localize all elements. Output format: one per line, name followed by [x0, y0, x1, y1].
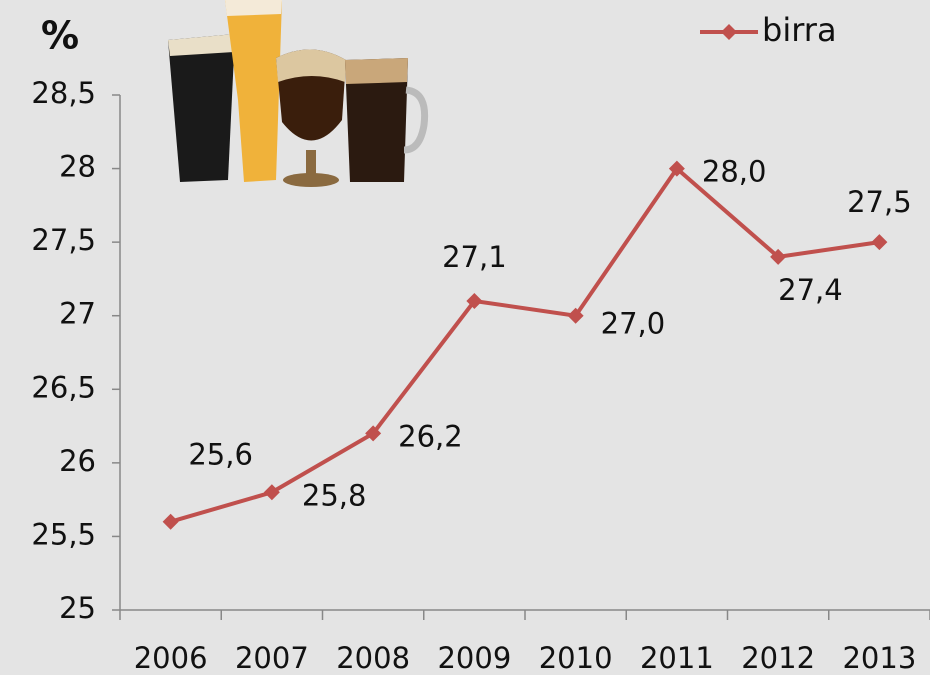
data-point: [365, 425, 382, 442]
data-label: 27,0: [601, 307, 666, 341]
x-tick-label: 2007: [235, 641, 309, 675]
x-tick-label: 2013: [842, 641, 916, 675]
x-tick-label: 2008: [336, 641, 410, 675]
beer-illustration: [168, 0, 429, 187]
data-point: [668, 160, 685, 177]
chart-title: %: [41, 14, 79, 58]
data-point: [871, 234, 888, 251]
legend-label: birra: [762, 11, 837, 49]
data-label: 26,2: [398, 419, 463, 453]
x-tick-label: 2012: [741, 641, 815, 675]
x-tick-label: 2006: [134, 641, 208, 675]
x-tick-label: 2011: [640, 641, 714, 675]
x-tick-label: 2009: [437, 641, 511, 675]
data-point: [162, 513, 179, 530]
data-point: [263, 484, 280, 501]
y-tick-label: 27: [59, 297, 96, 331]
y-tick-label: 27,5: [31, 223, 96, 257]
x-tick-label: 2010: [539, 641, 613, 675]
data-label: 28,0: [702, 155, 767, 189]
y-tick-label: 26: [59, 444, 96, 478]
y-tick-label: 26,5: [31, 370, 96, 404]
data-point: [567, 307, 584, 324]
y-tick-label: 25: [59, 591, 96, 625]
data-line: [170, 165, 880, 524]
data-label: 27,4: [778, 273, 843, 307]
data-label: 25,8: [302, 478, 367, 512]
y-tick-label: 28: [59, 150, 96, 184]
data-label: 25,6: [188, 438, 253, 472]
y-tick-label: 25,5: [31, 517, 96, 551]
data-point: [466, 293, 483, 309]
data-point: [770, 248, 787, 265]
legend-marker: [721, 24, 737, 40]
data-label: 27,5: [847, 185, 912, 219]
y-tick-label: 28,5: [31, 76, 96, 110]
data-label: 27,1: [442, 240, 507, 274]
